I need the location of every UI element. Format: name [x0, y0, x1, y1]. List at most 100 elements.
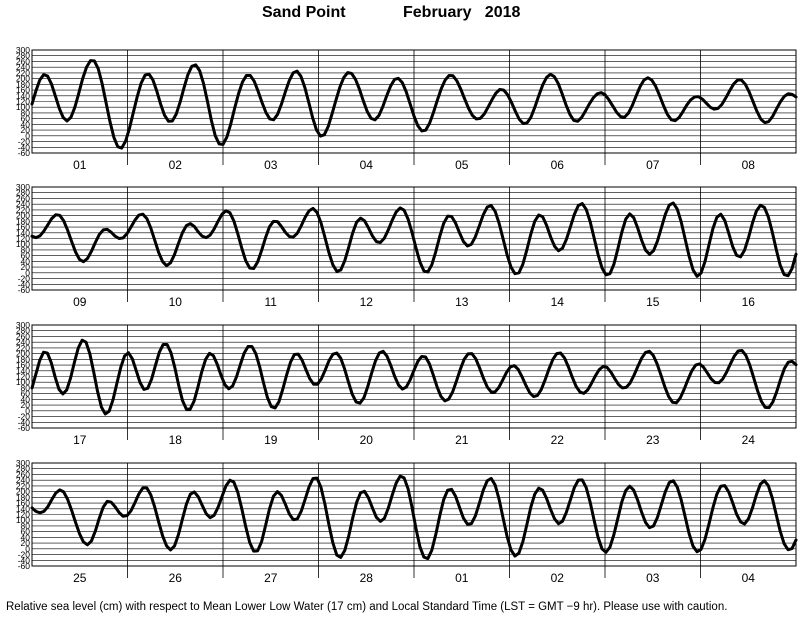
y-tick-label: 80 — [21, 383, 31, 393]
day-label: 28 — [360, 571, 374, 585]
y-tick-label: 220 — [16, 343, 30, 353]
y-tick-label: 300 — [16, 182, 30, 192]
y-tick-label: 40 — [21, 119, 31, 129]
y-tick-label: 120 — [16, 372, 30, 382]
y-tick-label: 140 — [16, 91, 30, 101]
day-label: 18 — [169, 433, 183, 447]
y-tick-label: 160 — [16, 222, 30, 232]
y-tick-label: 120 — [16, 510, 30, 520]
y-tick-label: 140 — [16, 228, 30, 238]
day-label: 12 — [360, 295, 374, 309]
day-label: 15 — [646, 295, 660, 309]
panel-frame — [31, 324, 797, 429]
y-tick-label: 100 — [16, 515, 30, 525]
day-label: 02 — [169, 158, 183, 172]
y-tick-label: 220 — [16, 481, 30, 491]
y-tick-label: 120 — [16, 234, 30, 244]
y-tick-label: -40 — [18, 555, 31, 565]
y-tick-label: 40 — [21, 532, 31, 542]
y-tick-label: 0 — [25, 131, 30, 141]
y-tick-label: 260 — [16, 193, 30, 203]
y-tick-label: 200 — [16, 487, 30, 497]
day-label: 21 — [455, 433, 469, 447]
y-tick-label: 260 — [16, 56, 30, 66]
y-tick-label: 180 — [16, 354, 30, 364]
y-tick-label: -40 — [18, 417, 31, 427]
y-tick-label: 300 — [16, 320, 30, 330]
y-tick-label: 160 — [16, 360, 30, 370]
day-label: 22 — [551, 433, 565, 447]
y-tick-label: 80 — [21, 108, 31, 118]
y-tick-label: 60 — [21, 389, 31, 399]
y-tick-label: 260 — [16, 469, 30, 479]
day-label: 09 — [73, 295, 87, 309]
y-tick-label: -20 — [18, 412, 31, 422]
day-label: 08 — [742, 158, 756, 172]
day-label: 23 — [646, 433, 660, 447]
y-tick-label: 220 — [16, 205, 30, 215]
month-year: February 2018 — [403, 4, 521, 21]
y-tick-label: 0 — [25, 544, 30, 554]
y-tick-label: 180 — [16, 79, 30, 89]
day-label: 03 — [646, 571, 660, 585]
y-tick-label: 240 — [16, 62, 30, 72]
y-tick-label: 60 — [21, 114, 31, 124]
y-tick-label: 200 — [16, 74, 30, 84]
y-tick-label: 280 — [16, 188, 30, 198]
y-tick-label: -20 — [18, 137, 31, 147]
y-tick-label: 100 — [16, 239, 30, 249]
y-tick-label: 100 — [16, 377, 30, 387]
y-tick-label: -20 — [18, 550, 31, 560]
day-label: 07 — [646, 158, 660, 172]
y-tick-label: 40 — [21, 256, 31, 266]
y-tick-label: 280 — [16, 464, 30, 474]
day-label: 11 — [265, 295, 278, 309]
y-tick-label: -20 — [18, 274, 31, 284]
day-label: 02 — [551, 571, 565, 585]
y-tick-label: 200 — [16, 211, 30, 221]
day-label: 16 — [742, 295, 756, 309]
day-label: 10 — [169, 295, 183, 309]
y-tick-label: 240 — [16, 475, 30, 485]
day-label: 04 — [742, 571, 756, 585]
day-label: 04 — [360, 158, 374, 172]
y-tick-label: 300 — [16, 45, 30, 55]
tide-curve — [30, 338, 798, 416]
day-label: 06 — [551, 158, 565, 172]
day-label: 26 — [169, 571, 183, 585]
y-tick-label: 100 — [16, 102, 30, 112]
y-tick-label: 280 — [16, 326, 30, 336]
y-tick-label: -40 — [18, 142, 31, 152]
y-tick-label: 20 — [21, 400, 31, 410]
day-label: 19 — [264, 433, 278, 447]
tide-curve — [30, 474, 798, 561]
chart-title: Sand Point February 2018 — [0, 4, 800, 28]
day-label: 05 — [455, 158, 469, 172]
y-tick-label: -60 — [18, 423, 31, 433]
day-label: 14 — [551, 295, 565, 309]
y-tick-label: 0 — [25, 406, 30, 416]
y-tick-label: 240 — [16, 337, 30, 347]
y-tick-label: 160 — [16, 85, 30, 95]
y-tick-label: 20 — [21, 538, 31, 548]
y-tick-label: 180 — [16, 216, 30, 226]
y-tick-label: 300 — [16, 458, 30, 468]
y-tick-label: 240 — [16, 199, 30, 209]
panel-frame — [31, 186, 797, 291]
y-tick-label: 180 — [16, 492, 30, 502]
y-tick-label: 80 — [21, 245, 31, 255]
y-tick-label: 40 — [21, 394, 31, 404]
day-label: 13 — [455, 295, 469, 309]
day-label: 24 — [742, 433, 756, 447]
day-label: 25 — [73, 571, 87, 585]
y-tick-label: 60 — [21, 251, 31, 261]
y-tick-label: -60 — [18, 285, 31, 295]
y-tick-label: 140 — [16, 366, 30, 376]
day-label: 01 — [455, 571, 469, 585]
y-tick-label: -60 — [18, 561, 31, 571]
y-tick-label: -40 — [18, 279, 31, 289]
tide-curve — [30, 201, 798, 278]
y-tick-label: 60 — [21, 527, 31, 537]
tide-curve — [30, 59, 798, 150]
y-tick-label: 20 — [21, 125, 31, 135]
